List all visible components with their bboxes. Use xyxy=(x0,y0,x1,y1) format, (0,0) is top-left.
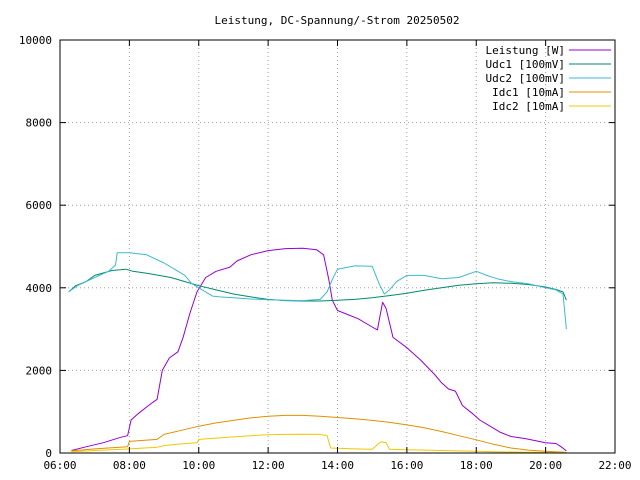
series-line-1 xyxy=(71,247,567,452)
legend-label: Idc1 [10mA] xyxy=(492,86,565,99)
y-tick-label: 10000 xyxy=(19,34,52,47)
y-tick-label: 6000 xyxy=(26,199,53,212)
grid xyxy=(60,40,615,453)
series-line-2 xyxy=(68,268,567,302)
series-line-3 xyxy=(68,252,567,330)
legend-label: Idc2 [10mA] xyxy=(492,100,565,113)
legend-label: Udc1 [100mV] xyxy=(486,58,565,71)
series-line-5 xyxy=(71,433,567,454)
x-tick-label: 06:00 xyxy=(43,459,76,472)
y-tick-label: 2000 xyxy=(26,364,53,377)
x-tick-label: 12:00 xyxy=(252,459,285,472)
x-tick-label: 20:00 xyxy=(529,459,562,472)
legend: Leistung [W]Udc1 [100mV]Udc2 [100mV]Idc1… xyxy=(486,44,611,113)
x-tick-label: 16:00 xyxy=(390,459,423,472)
x-tick-label: 22:00 xyxy=(598,459,631,472)
axes: 0 2000 4000 6000 8000 10000 06:00 08:00 10:00 12:… xyxy=(19,34,632,472)
y-tick-label: 8000 xyxy=(26,117,53,130)
x-tick-label: 08:00 xyxy=(113,459,146,472)
plot-area xyxy=(68,247,567,454)
x-tick-label: 18:00 xyxy=(460,459,493,472)
legend-label: Udc2 [100mV] xyxy=(486,72,565,85)
legend-label: Leistung [W] xyxy=(486,44,565,57)
series-line-4 xyxy=(71,414,567,453)
chart-title: Leistung, DC-Spannung/-Strom 20250502 xyxy=(214,14,459,27)
x-tick-label: 10:00 xyxy=(182,459,215,472)
x-tick-label: 14:00 xyxy=(321,459,354,472)
y-tick-label: 4000 xyxy=(26,282,53,295)
y-tick-label: 0 xyxy=(45,447,52,460)
